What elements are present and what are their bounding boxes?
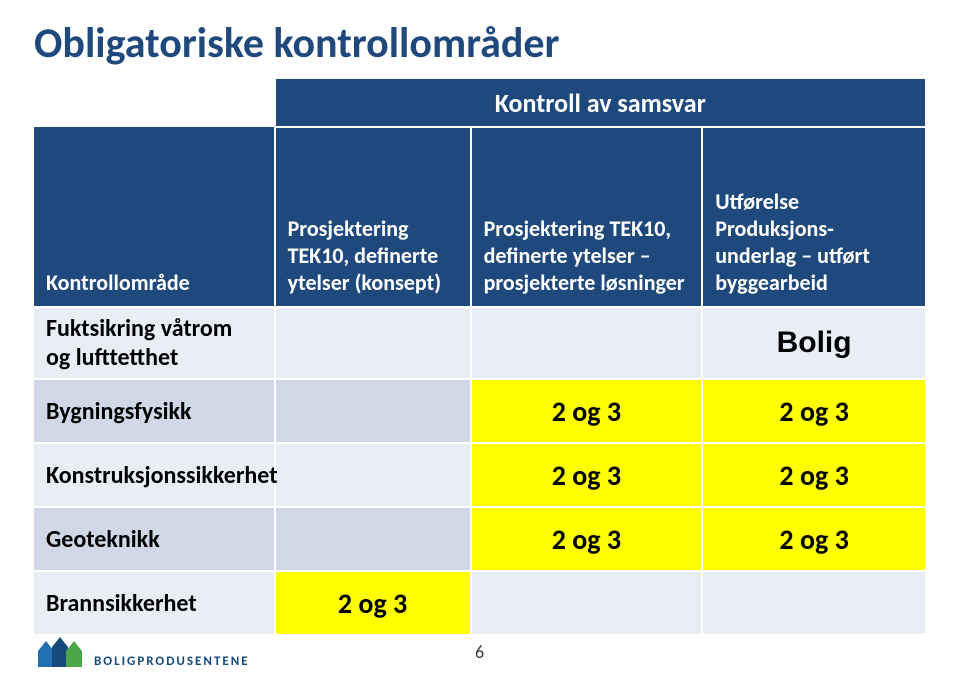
row-cell: Bolig (702, 307, 925, 379)
table-body: Fuktsikring våtromog lufttetthetBoligByg… (34, 307, 925, 635)
header-col1: Prosjektering TEK10, definerte ytelser (… (275, 127, 471, 307)
logo-text: BOLIGPRODUSENTENE (94, 654, 250, 669)
row-cell (275, 379, 471, 443)
slide-title: Obligatoriske kontrollområder (34, 18, 925, 69)
row-cell: 2 og 3 (471, 507, 703, 571)
header-col0: Kontrollområde (34, 127, 275, 307)
control-table: Kontroll av samsvar Kontrollområde Prosj… (34, 79, 925, 636)
footer: BOLIGPRODUSENTENE 6 (34, 617, 925, 669)
row-cell (275, 443, 471, 507)
row-label: Geoteknikk (34, 507, 275, 571)
row-cell: 2 og 3 (702, 443, 925, 507)
row-cell (275, 307, 471, 379)
super-header: Kontroll av samsvar (275, 79, 925, 127)
row-label: Konstruksjonssikkerhet (34, 443, 275, 507)
row-label: Bygningsfysikk (34, 379, 275, 443)
row-cell (471, 307, 703, 379)
row-cell: 2 og 3 (702, 507, 925, 571)
logo-icon (34, 633, 86, 669)
table-row: Fuktsikring våtromog lufttetthet Bolig (34, 307, 925, 379)
table-row: Bygningsfysikk 2 og 32 og 3 (34, 379, 925, 443)
header-col2: Prosjektering TEK10, definerte ytelser –… (471, 127, 703, 307)
row-cell: 2 og 3 (471, 379, 703, 443)
table-super-header-row: Kontroll av samsvar (34, 79, 925, 127)
table-header-row: Kontrollområde Prosjektering TEK10, defi… (34, 127, 925, 307)
slide: Obligatoriske kontrollområder Kontroll a… (0, 0, 959, 681)
table-row: Geoteknikk 2 og 32 og 3 (34, 507, 925, 571)
row-cell (275, 507, 471, 571)
table-row: Konstruksjonssikkerhet 2 og 32 og 3 (34, 443, 925, 507)
row-cell: 2 og 3 (702, 379, 925, 443)
logo: BOLIGPRODUSENTENE (34, 633, 250, 669)
row-cell: 2 og 3 (471, 443, 703, 507)
page-number: 6 (475, 641, 484, 663)
header-blank (34, 79, 275, 127)
header-col3: Utførelse Produksjons-underlag – utført … (702, 127, 925, 307)
row-label: Fuktsikring våtromog lufttetthet (34, 307, 275, 379)
